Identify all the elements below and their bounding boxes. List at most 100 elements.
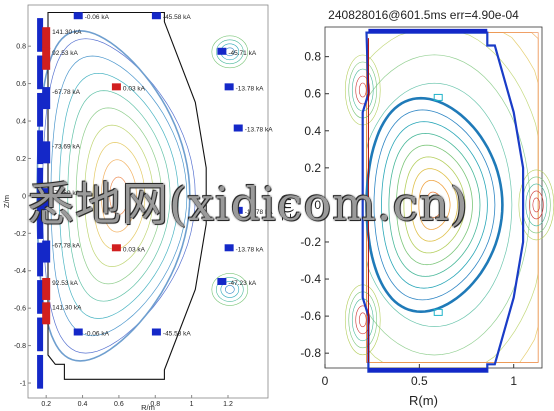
coil-flux-contour <box>532 197 541 213</box>
coil-flux-contour <box>211 35 249 69</box>
right-equilibrium-chart: 240828016@601.5ms err=4.90e-04 0 0.5 1 0.8 0.… <box>279 8 554 408</box>
coil-current-label: -67.78 kA <box>52 243 80 250</box>
plot-frame <box>324 26 543 369</box>
solenoid-segment <box>37 317 44 352</box>
y-tick-label: 0.6 <box>16 81 26 88</box>
flux-contour-line <box>403 156 466 254</box>
x-tick-label: 0.2 <box>41 401 51 408</box>
coil-marker <box>42 141 51 164</box>
coil-current-label: 0.03 kA <box>123 246 146 253</box>
coil-current-label: -45.58 kA <box>163 14 191 21</box>
solenoid-segment <box>37 242 44 277</box>
flux-contour-line <box>58 72 179 319</box>
y-tick-label: -0.2 <box>300 235 321 249</box>
coil-current-label: -73.69 kA <box>52 190 80 197</box>
flux-contour-line <box>410 168 458 242</box>
flux-contour-line <box>84 124 154 267</box>
y-tick-label: -0.6 <box>300 309 321 323</box>
flux-contour-line <box>50 55 188 337</box>
solenoid-segment <box>37 130 44 165</box>
coil-marker <box>42 47 51 70</box>
flux-contour-line <box>388 132 481 277</box>
y-tick-label: -0.2 <box>14 231 26 238</box>
flux-contour-line <box>395 144 473 266</box>
coil-current-label: 92.53 kA <box>52 280 78 287</box>
coil-flux-contour <box>358 312 367 328</box>
coil-marker <box>73 12 83 20</box>
flux-contour-line <box>92 142 146 250</box>
coil-marker <box>42 302 51 325</box>
y-tick-label: 0 <box>314 198 321 212</box>
left-equilibrium-chart: -0.06 kA -45.58 kA 141.30 kA 92.53 kA -45.71… <box>2 4 273 411</box>
coil-flux-contour <box>358 82 367 98</box>
coil-marker <box>217 277 227 285</box>
y-tick-label: -1 <box>20 381 26 388</box>
x-tick-label: 0 <box>322 374 329 388</box>
coil-marker <box>42 87 51 110</box>
coil-current-label: 0.03 kA <box>123 85 146 92</box>
coil-current-label: 141.30 kA <box>52 29 82 36</box>
y-tick-label: 0 <box>22 193 26 200</box>
coil-marker <box>42 188 51 211</box>
solenoid-segment <box>37 92 44 127</box>
coil-marker <box>111 83 121 91</box>
x-tick-label: 1.2 <box>223 401 233 408</box>
upper-divertor-plate <box>368 28 488 33</box>
y-tick-label: 0.8 <box>16 44 26 51</box>
x-axis-label: R/m <box>141 403 155 411</box>
coil-current-label: -13.78 kA <box>236 246 264 253</box>
coil-flux-contour <box>216 39 244 65</box>
coil-flux-contour <box>525 183 548 227</box>
coil-current-label: -0.06 kA <box>85 14 110 21</box>
coil-flux-contour <box>216 277 244 302</box>
limiter-wall <box>361 31 525 373</box>
coil-marker <box>42 277 51 300</box>
coil-marker <box>151 12 161 20</box>
coil-current-label: -0.06 kA <box>85 331 110 338</box>
flux-contour-line <box>373 109 496 301</box>
coil-marker <box>73 328 83 336</box>
plot-frame <box>27 4 269 399</box>
separatrix <box>365 96 504 314</box>
lower-divertor-plate <box>368 368 488 372</box>
y-tick-label: -0.4 <box>300 272 321 286</box>
coil-current-label: -73.69 kA <box>52 143 80 150</box>
coil-flux-contour <box>225 285 235 294</box>
coil-current-label: 141.30 kA <box>52 304 82 311</box>
y-axis-label: Z(m) <box>279 194 294 221</box>
coil-current-label: -45.58 kA <box>163 331 191 338</box>
probe-marker <box>433 308 443 316</box>
flux-contour-line <box>75 107 163 285</box>
solenoid-segment <box>37 205 44 239</box>
flux-contour-line <box>109 176 129 216</box>
coil-marker <box>217 47 227 55</box>
coil-current-label: -45.71 kA <box>228 50 256 57</box>
solenoid-segment <box>37 167 44 202</box>
y-tick-label: 0.4 <box>16 119 26 126</box>
solenoid-segment <box>37 280 44 314</box>
flux-contour-line <box>418 179 451 230</box>
y-tick-label: 0.8 <box>304 50 321 64</box>
coil-current-label: -47.23 kA <box>228 280 256 287</box>
x-tick-label: 1 <box>510 374 517 388</box>
y-tick-label: 0.6 <box>304 87 321 101</box>
coil-flux-contour <box>355 75 371 105</box>
flux-contour-line <box>425 191 444 219</box>
coil-marker <box>151 328 161 336</box>
y-tick-label: -0.8 <box>14 343 26 350</box>
coil-current-label: 92.53 kA <box>52 50 78 57</box>
solenoid-segment <box>37 18 44 52</box>
y-tick-label: -0.6 <box>14 306 26 313</box>
x-tick-label: 0.4 <box>78 401 88 408</box>
chart-title: 240828016@601.5ms err=4.90e-04 <box>328 8 519 22</box>
y-tick-label: 0.4 <box>304 124 321 138</box>
x-tick-label: 0.8 <box>150 401 160 408</box>
x-tick-label: 0.5 <box>411 374 428 388</box>
probe-marker <box>433 93 443 101</box>
coil-marker <box>233 206 243 214</box>
x-tick-label: 0.6 <box>114 401 124 408</box>
y-axis-label: Z/m <box>2 195 11 208</box>
solenoid-segment <box>37 354 44 389</box>
coil-current-label: -13.78 kA <box>236 85 264 92</box>
coil-marker <box>111 244 121 252</box>
